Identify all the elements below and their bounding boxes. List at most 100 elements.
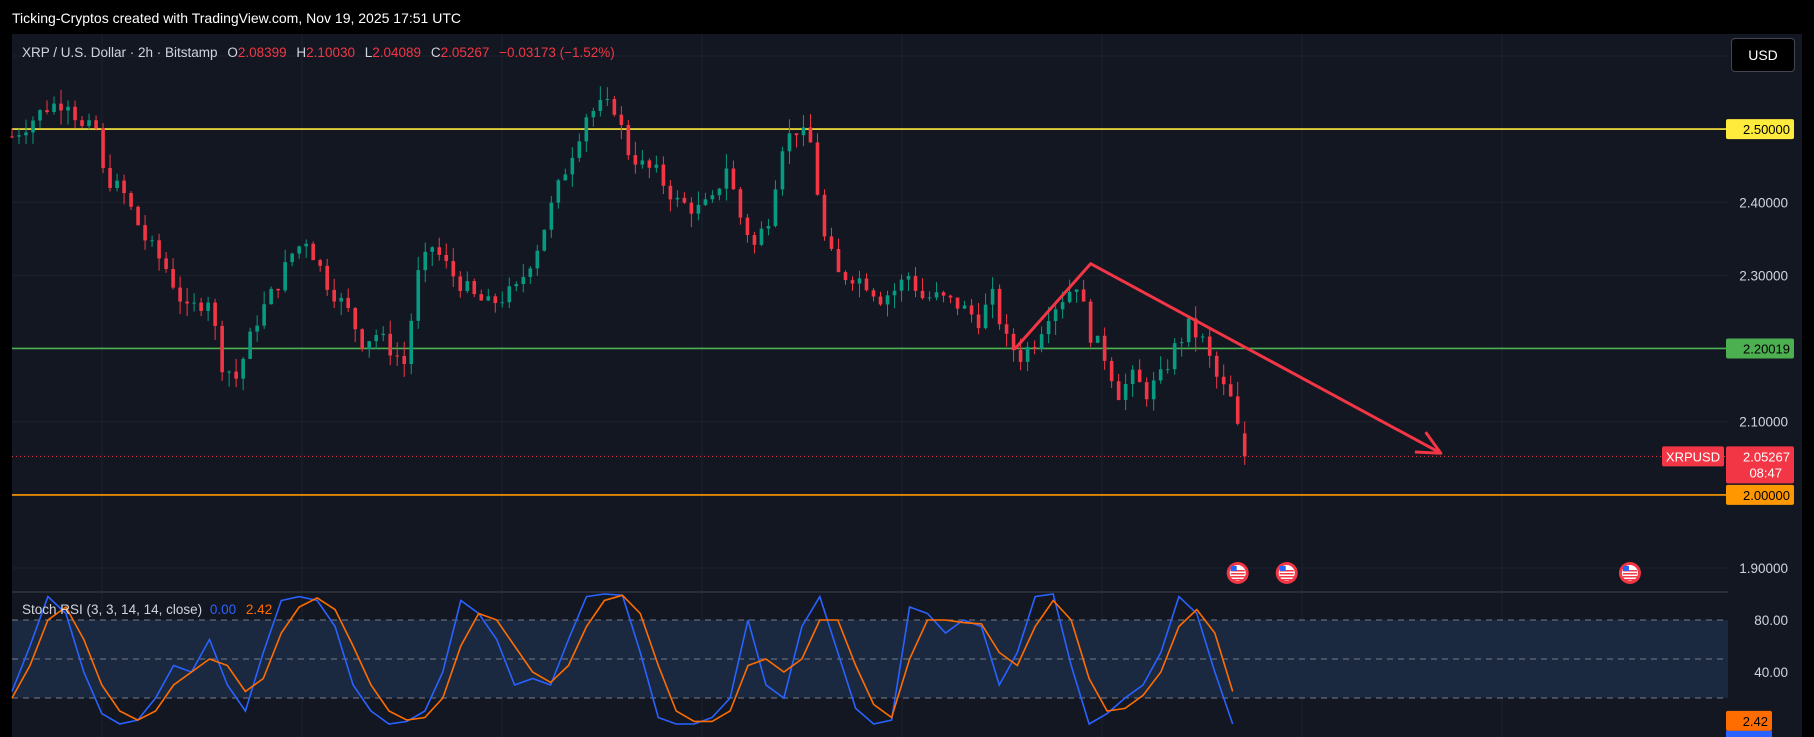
candle-body [192,302,196,304]
stoch-y-tick-label: 80.00 [1754,613,1788,628]
attribution-bar: Ticking-Cryptos created with TradingView… [0,0,1814,34]
high-label: H [296,45,307,60]
candle-body [409,320,414,364]
candle-body [962,305,967,309]
candle-body [1242,433,1247,457]
candlestick-series [10,86,1247,465]
us-event-flag-icon[interactable] [1226,562,1249,584]
close-label: C [430,45,441,60]
candle-body [1130,369,1135,384]
flag-canton [1622,566,1629,571]
flag-stripe [1279,573,1294,575]
currency-button[interactable]: USD [1731,38,1795,72]
candle-body [934,292,939,298]
candle-body [521,276,526,285]
candle-body [871,290,876,297]
stoch-k-tag-box [1726,730,1772,737]
us-event-flag-icon[interactable] [1275,562,1298,584]
level-label-box [1726,119,1794,140]
pane-divider[interactable] [12,591,1728,593]
stoch-rsi-legend[interactable]: Stoch RSI (3, 3, 14, 14, close) 0.00 2.4… [22,602,272,617]
candle-body [598,100,603,111]
candle-body [528,268,533,277]
candle-body [1137,369,1142,383]
candle-body [1221,376,1226,385]
candle-body [472,281,477,295]
candle-body [752,235,757,245]
candle-body [423,251,428,271]
attribution-text: Ticking-Cryptos created with TradingView… [12,10,461,26]
candle-body [437,247,442,255]
us-event-flag-icon[interactable] [1618,562,1641,584]
candle-body [941,292,946,296]
candle-body [906,276,911,280]
candle-body [1158,369,1163,381]
candle-body [584,117,589,142]
low-value: 2.04089 [372,45,422,60]
candle-body [458,276,463,291]
candle-body [1151,380,1156,400]
candle-body [703,199,708,205]
level-label: 2.20019 [1743,341,1790,356]
candle-body [227,371,231,373]
candle-body [1235,396,1240,424]
candle-body [1081,289,1086,302]
candle-body [738,189,743,218]
candle-body [878,296,883,305]
candle-body [1172,343,1177,370]
candle-body [1102,335,1107,361]
candle-body [1179,342,1184,344]
candle-body [136,206,140,226]
candle-body [661,164,666,186]
flag-stripe [1230,579,1245,581]
candle-body [17,135,21,137]
candle-body [766,226,771,229]
symbol-label[interactable]: XRP / U.S. Dollar · 2h · Bitstamp [22,45,218,60]
candle-body [815,142,820,195]
candle-body [780,151,785,190]
stoch-series-d [11,594,1234,723]
candle-body [129,193,133,207]
low-label: L [364,45,373,60]
candle-body [346,297,350,309]
candle-body [255,325,259,332]
candle-body [276,288,280,291]
candle-body [402,355,407,364]
stoch-d-tag-label: 2.42 [1743,714,1768,729]
y-tick-label: 2.10000 [1739,415,1788,430]
candle-body [416,270,421,321]
candle-body [59,103,63,111]
candle-body [724,168,729,189]
candle-body [430,247,435,252]
stoch-title: Stoch RSI [22,602,83,617]
candle-body [234,371,238,379]
candle-body [892,290,897,296]
candle-body [983,304,988,329]
candle-body [283,262,287,291]
candle-body [836,248,841,273]
candle-body [479,294,484,301]
flag-stripe [1279,570,1294,572]
candle-body [612,99,617,115]
candle-body [185,301,189,304]
candle-body [864,278,869,291]
candle-body [108,168,112,189]
candle-body [920,290,925,299]
candle-body [850,280,855,284]
stoch-params: (3, 3, 14, 14, close) [86,602,203,617]
candle-body [220,325,224,373]
candle-body [1032,346,1037,349]
candle-body [38,110,42,121]
candle-body [1123,383,1128,400]
candle-body [1046,321,1051,335]
candle-body [759,228,764,245]
candle-body [514,284,519,287]
candle-body [773,189,778,227]
candle-body [885,295,890,305]
level-label: 2.50000 [1743,122,1790,137]
candle-body [381,333,386,336]
candle-body [1060,302,1065,310]
candle-body [1214,355,1219,377]
candle-body [395,355,400,357]
